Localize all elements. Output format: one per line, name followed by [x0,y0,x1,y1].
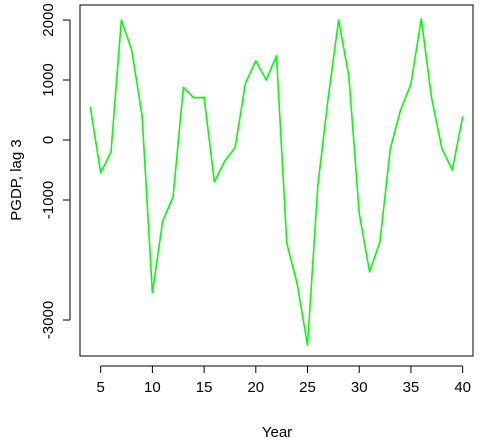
data-point [131,49,133,51]
x-tick-label: 5 [97,379,105,396]
data-point [110,151,112,153]
data-point [255,60,257,62]
data-point [327,97,329,99]
data-point [151,292,153,294]
x-tick-label: 40 [454,379,471,396]
data-point [265,79,267,81]
data-point [120,19,122,21]
data-point [286,242,288,244]
y-tick-label: 2000 [40,3,57,36]
data-point [369,271,371,273]
data-point [400,109,402,111]
y-tick-label: -3000 [40,301,57,339]
data-point [162,220,164,222]
data-point [410,83,412,85]
x-axis: 5 10 15 20 25 30 35 40 [97,365,471,396]
data-point [234,147,236,149]
data-point [213,181,215,183]
x-tick-label: 35 [403,379,420,396]
y-axis: -3000 -1000 0 1000 2000 [40,3,71,339]
data-point [358,212,360,214]
series-layer [89,17,464,347]
series-line [89,17,464,347]
data-point [441,148,443,150]
data-point [431,97,433,99]
data-point [338,19,340,21]
data-point [462,116,464,118]
data-point [307,344,309,346]
y-axis-label: PGDP, lag 3 [8,139,25,220]
data-point [317,184,319,186]
x-tick-label: 15 [196,379,213,396]
data-point [141,115,143,117]
x-tick-label: 30 [351,379,368,396]
data-point [100,172,102,174]
y-tick-label: 1000 [40,63,57,96]
y-tick-label: -1000 [40,181,57,219]
data-point [203,96,205,98]
x-tick-label: 20 [247,379,264,396]
x-tick-label: 10 [144,379,161,396]
x-tick-label: 25 [299,379,316,396]
y-tick-label: 0 [40,136,57,144]
data-point [244,82,246,84]
data-point [451,169,453,171]
data-point [89,106,91,108]
data-point [389,148,391,150]
data-point [379,241,381,243]
data-point [182,86,184,88]
data-point [420,18,422,20]
data-point [224,160,226,162]
plot-frame [79,4,474,357]
data-point [172,196,174,198]
data-point [276,55,277,57]
data-point [296,283,298,285]
x-axis-label: Year [262,424,292,441]
data-point [193,97,195,99]
data-point [348,75,350,77]
